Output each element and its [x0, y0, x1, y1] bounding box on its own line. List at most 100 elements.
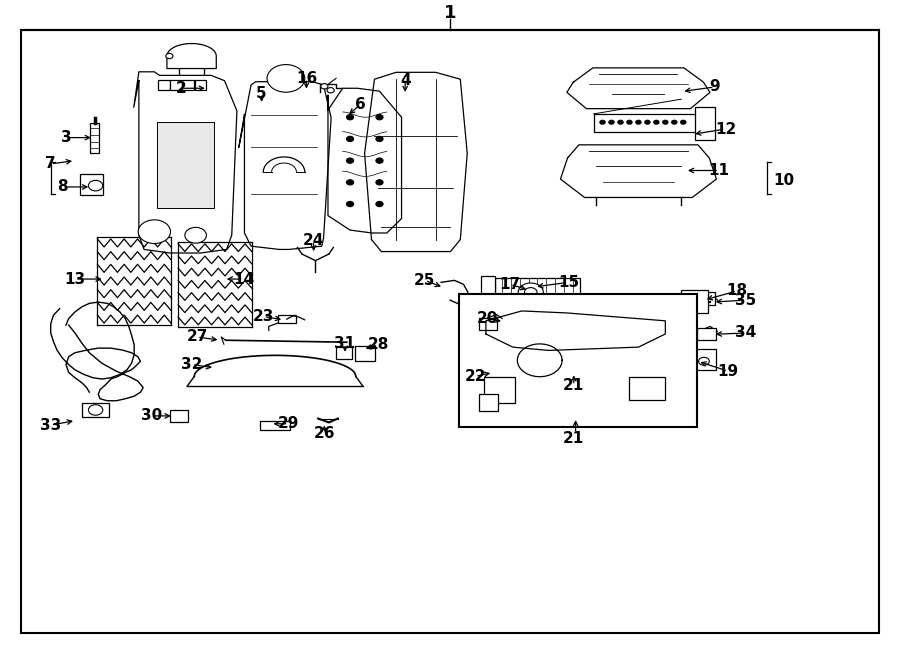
Text: 9: 9 [709, 79, 720, 95]
Text: 30: 30 [141, 408, 163, 424]
Text: 6: 6 [355, 97, 365, 113]
Polygon shape [364, 72, 467, 252]
Text: 3: 3 [60, 130, 71, 145]
Circle shape [346, 201, 354, 207]
Text: 19: 19 [717, 363, 739, 379]
Circle shape [166, 54, 173, 59]
Text: 25: 25 [414, 273, 436, 288]
Bar [695, 107, 715, 140]
Bar [482, 277, 495, 309]
Circle shape [376, 115, 383, 120]
Bar [170, 79, 182, 89]
Bar [90, 123, 99, 153]
Circle shape [346, 136, 354, 142]
Bar [479, 394, 499, 410]
Bar [594, 114, 697, 132]
Bar [694, 349, 716, 370]
Bar [629, 377, 665, 400]
Circle shape [635, 120, 641, 124]
Circle shape [617, 120, 623, 124]
Circle shape [376, 179, 383, 185]
Text: 31: 31 [335, 336, 356, 351]
Text: 12: 12 [715, 122, 736, 136]
Text: 8: 8 [57, 179, 68, 195]
Bar [479, 318, 497, 330]
Polygon shape [567, 68, 710, 109]
Bar [683, 297, 694, 308]
Text: 23: 23 [253, 309, 274, 324]
Text: 2: 2 [176, 81, 186, 96]
Text: 13: 13 [65, 271, 86, 287]
Circle shape [327, 87, 334, 93]
Bar [355, 346, 374, 361]
Text: 35: 35 [735, 293, 757, 308]
Text: 26: 26 [313, 426, 335, 441]
Circle shape [626, 120, 632, 124]
Circle shape [671, 120, 677, 124]
Text: 17: 17 [500, 277, 521, 292]
Circle shape [376, 158, 383, 164]
Text: 24: 24 [303, 234, 324, 248]
Bar [260, 421, 291, 430]
Polygon shape [328, 88, 401, 233]
Circle shape [320, 83, 328, 89]
Text: 1: 1 [444, 3, 456, 22]
Polygon shape [561, 145, 716, 197]
Polygon shape [486, 311, 665, 350]
Text: 14: 14 [233, 271, 254, 287]
Circle shape [653, 120, 659, 124]
Text: 22: 22 [464, 369, 486, 384]
Circle shape [184, 227, 206, 243]
Polygon shape [134, 71, 237, 253]
Bar [681, 290, 708, 313]
Bar [194, 79, 206, 89]
Text: 32: 32 [181, 357, 202, 372]
Text: 18: 18 [726, 283, 748, 299]
Bar [697, 328, 716, 340]
Text: 20: 20 [477, 311, 499, 326]
Bar [170, 410, 188, 422]
Text: 4: 4 [400, 73, 410, 88]
Circle shape [662, 120, 668, 124]
Text: 11: 11 [708, 163, 730, 178]
Circle shape [376, 201, 383, 207]
Circle shape [518, 283, 544, 301]
Text: 15: 15 [558, 275, 579, 290]
Circle shape [376, 136, 383, 142]
Text: 21: 21 [563, 432, 584, 446]
Text: 10: 10 [773, 173, 794, 188]
Circle shape [88, 404, 103, 415]
Bar [697, 292, 715, 305]
Circle shape [88, 180, 103, 191]
Circle shape [525, 287, 537, 297]
Circle shape [599, 120, 605, 124]
Text: 29: 29 [278, 416, 299, 431]
Bar [484, 377, 516, 403]
Circle shape [346, 115, 354, 120]
Circle shape [267, 65, 305, 92]
Text: 34: 34 [735, 326, 757, 340]
Bar [459, 293, 697, 427]
Circle shape [346, 158, 354, 164]
Bar [278, 314, 296, 323]
Text: 27: 27 [186, 330, 208, 344]
Circle shape [139, 220, 170, 244]
Polygon shape [166, 44, 216, 69]
Text: 5: 5 [256, 86, 267, 101]
Circle shape [680, 120, 686, 124]
Text: 7: 7 [45, 156, 56, 171]
Circle shape [608, 120, 614, 124]
Bar [183, 79, 194, 89]
Polygon shape [238, 81, 331, 250]
Text: 21: 21 [563, 378, 584, 393]
Bar [336, 348, 352, 359]
Bar [80, 175, 103, 195]
Bar [495, 278, 580, 297]
Text: 33: 33 [40, 418, 61, 432]
Bar [82, 402, 109, 417]
Circle shape [644, 120, 650, 124]
Text: 16: 16 [296, 71, 317, 86]
Text: 28: 28 [367, 338, 389, 352]
Circle shape [346, 179, 354, 185]
Bar [157, 122, 213, 207]
